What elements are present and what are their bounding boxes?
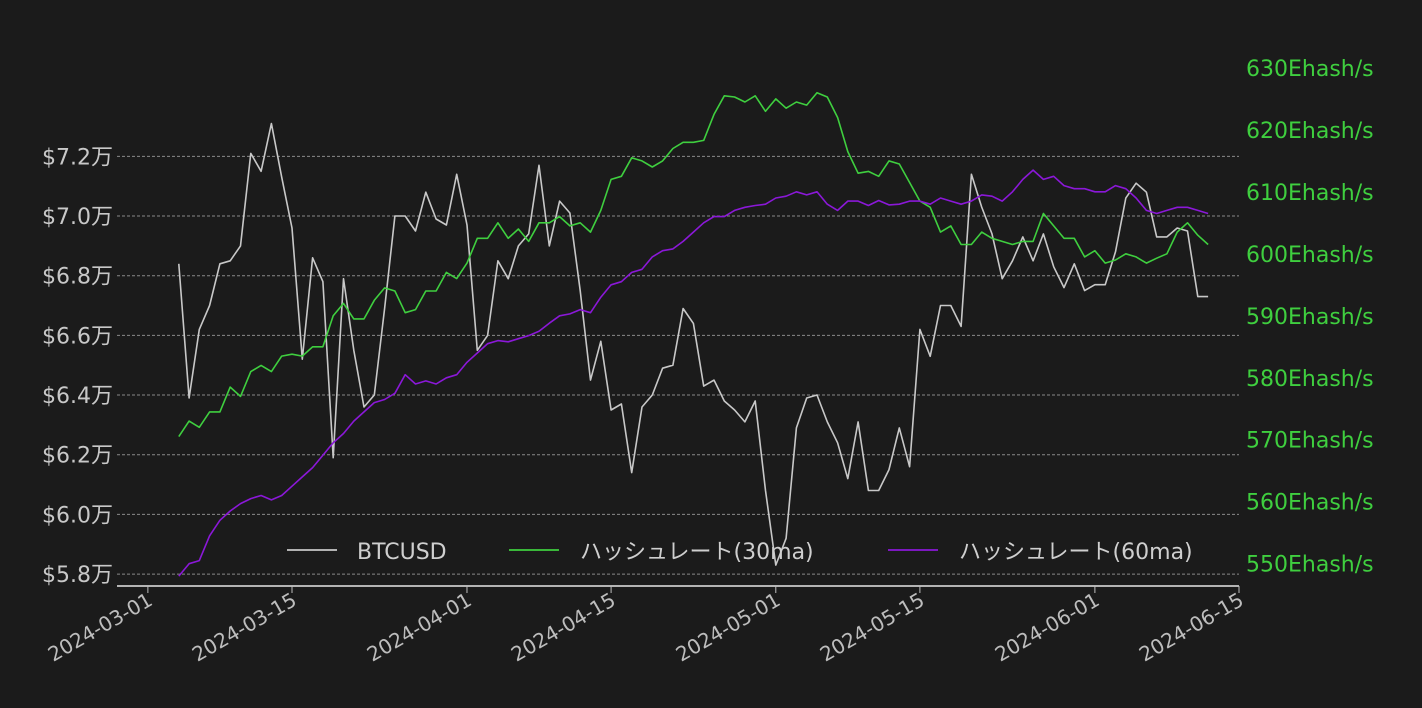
series-line-1 (178, 91, 1209, 438)
y-left-tick-label: $7.0万 (42, 205, 113, 230)
y-left-axis-ticks: $5.8万 $6.0万 $6.2万 $6.4万 $6.6万 $6.8万 $7.0万 $7.2万 (42, 145, 113, 588)
y-right-tick-label: 590Ehash/s (1246, 305, 1374, 330)
series-line-0 (178, 122, 1209, 566)
y-right-tick-label: 550Ehash/s (1246, 553, 1374, 578)
series-line-2 (178, 169, 1209, 577)
y-left-tick-label: $6.8万 (42, 265, 113, 290)
y-left-tick-label: $6.0万 (42, 503, 113, 528)
legend-label: ハッシュレート(60ma) (959, 540, 1193, 565)
y-right-tick-label: 620Ehash/s (1246, 119, 1374, 144)
y-right-tick-label: 600Ehash/s (1246, 243, 1374, 268)
y-right-tick-label: 570Ehash/s (1246, 429, 1374, 454)
legend-label: ハッシュレート(30ma) (580, 540, 814, 565)
y-right-tick-label: 580Ehash/s (1246, 367, 1374, 392)
y-right-tick-label: 610Ehash/s (1246, 181, 1374, 206)
y-left-tick-label: $6.2万 (42, 444, 113, 469)
series-lines (178, 91, 1209, 577)
y-right-tick-label: 630Ehash/s (1246, 57, 1374, 82)
legend: BTCUSD ハッシュレート(30ma) ハッシュレート(60ma) (287, 540, 1193, 565)
y-right-tick-label: 560Ehash/s (1246, 491, 1374, 516)
y-left-tick-label: $6.6万 (42, 324, 113, 349)
y-right-axis-ticks: 550Ehash/s 560Ehash/s 570Ehash/s 580Ehash/s… (1246, 57, 1374, 578)
y-left-tick-label: $6.4万 (42, 384, 113, 409)
y-left-tick-label: $7.2万 (42, 145, 113, 170)
legend-label: BTCUSD (357, 540, 447, 565)
y-left-tick-label: $5.8万 (42, 563, 113, 588)
